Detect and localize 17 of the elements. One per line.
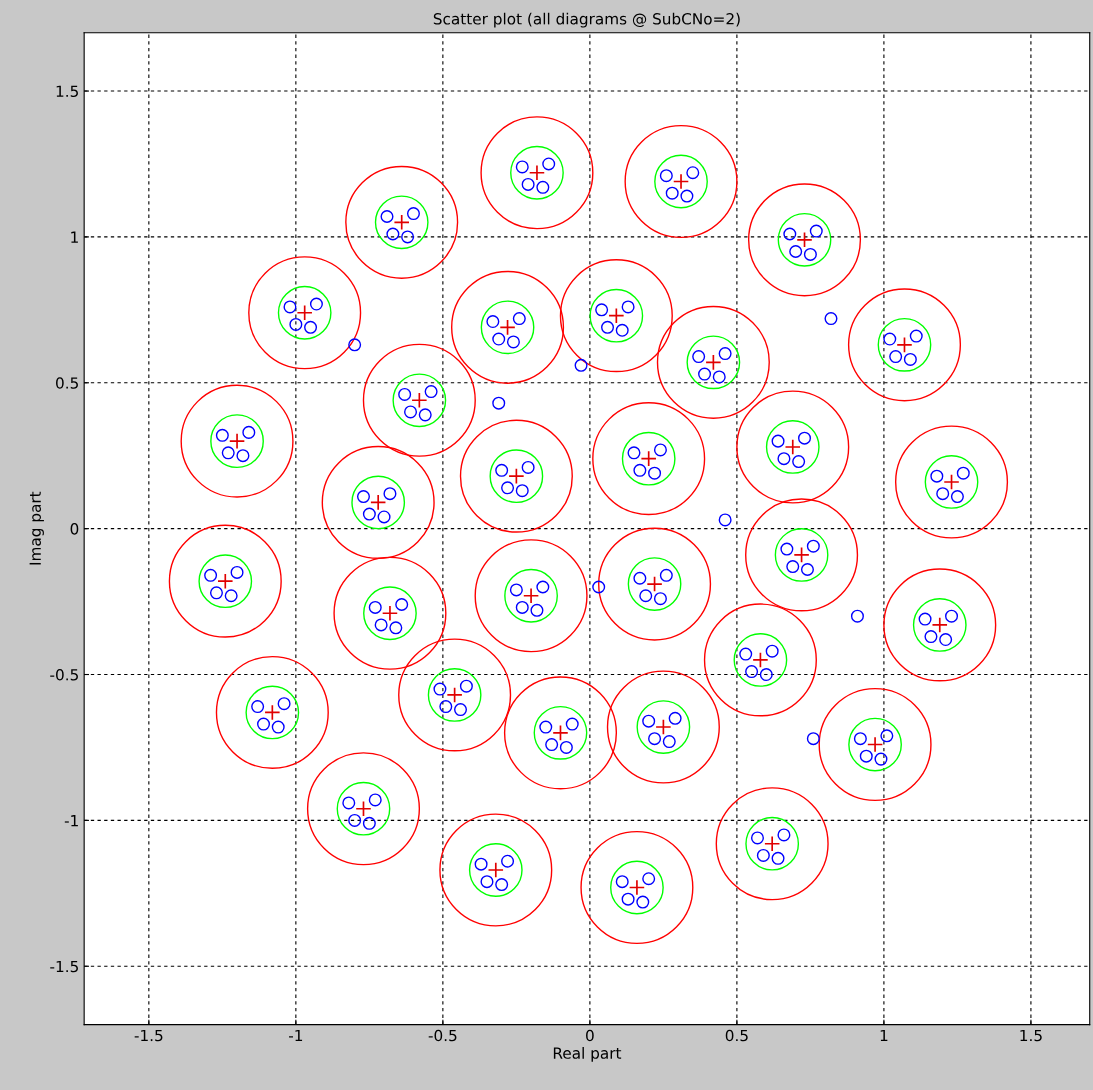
x-tick-label: -1.5	[134, 1029, 163, 1042]
y-tick-label: 1.5	[56, 85, 78, 98]
y-tick-label: -0.5	[50, 668, 78, 681]
x-axis-title: Real part	[553, 1047, 622, 1062]
x-tick-label: -1	[288, 1029, 303, 1042]
x-tick-label: 0	[586, 1029, 594, 1042]
y-tick-label: 0.5	[56, 377, 78, 389]
x-tick-label: 1	[880, 1029, 888, 1042]
chart-title: Scatter plot (all diagrams @ SubCNo=2)	[433, 12, 740, 28]
y-tick-label: -1	[64, 815, 78, 827]
x-tick-label: -0.5	[428, 1029, 457, 1042]
y-tick-label: -1.5	[50, 960, 78, 973]
y-tick-label: 0	[70, 523, 79, 535]
y-axis-title: Imag part	[29, 491, 44, 565]
y-tick-label: 1	[71, 231, 78, 243]
x-tick-label: 1.5	[1020, 1029, 1042, 1042]
x-tick-label: 0.5	[725, 1029, 748, 1042]
